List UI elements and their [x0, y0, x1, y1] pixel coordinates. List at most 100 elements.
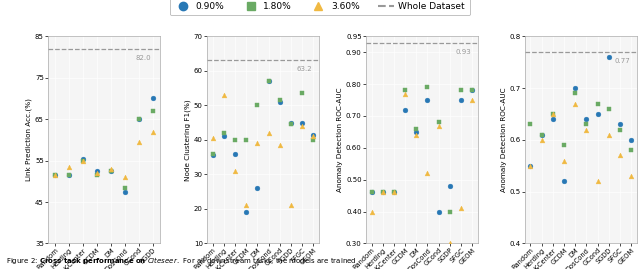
- Point: [120, 185, 130, 190]
- Point: [106, 167, 116, 171]
- Point: [148, 109, 158, 113]
- Point: [536, 133, 547, 137]
- Point: [50, 173, 60, 177]
- Point: [400, 88, 410, 93]
- Point: [456, 98, 466, 102]
- Point: [241, 203, 252, 208]
- Point: [275, 143, 285, 147]
- Point: [604, 107, 614, 111]
- Point: [378, 190, 388, 194]
- Point: [593, 101, 603, 106]
- Point: [106, 169, 116, 173]
- Point: [308, 138, 319, 142]
- Point: [134, 140, 144, 144]
- Point: [422, 85, 433, 90]
- Point: [467, 88, 477, 93]
- Point: [388, 190, 399, 194]
- Point: [297, 121, 307, 125]
- Point: [252, 141, 262, 146]
- Point: [411, 133, 421, 137]
- Point: [378, 190, 388, 194]
- Point: [593, 179, 603, 183]
- Point: [252, 103, 262, 108]
- Text: 0.93: 0.93: [456, 49, 471, 55]
- Point: [525, 164, 536, 168]
- Point: [50, 173, 60, 177]
- Point: [78, 158, 88, 163]
- Point: [120, 175, 130, 179]
- Point: [286, 121, 296, 125]
- Point: [106, 169, 116, 173]
- Point: [366, 190, 376, 194]
- Point: [400, 91, 410, 96]
- Point: [92, 171, 102, 175]
- Point: [241, 210, 252, 215]
- Point: [536, 138, 547, 142]
- Point: [207, 151, 218, 156]
- Point: [92, 169, 102, 173]
- Point: [388, 190, 399, 194]
- Point: [559, 179, 569, 183]
- Point: [230, 138, 240, 142]
- Y-axis label: Anomaly Detection ROC-AUC: Anomaly Detection ROC-AUC: [337, 88, 343, 192]
- Point: [581, 127, 591, 132]
- Point: [219, 93, 229, 97]
- Point: [456, 206, 466, 211]
- Point: [559, 158, 569, 163]
- Point: [615, 122, 625, 126]
- Point: [64, 173, 74, 177]
- Point: [445, 210, 455, 214]
- Point: [570, 91, 580, 95]
- Point: [264, 131, 274, 135]
- Point: [433, 210, 444, 214]
- Point: [548, 117, 558, 121]
- Point: [467, 98, 477, 102]
- Point: [467, 88, 477, 93]
- Point: [626, 148, 636, 152]
- Point: [433, 123, 444, 128]
- Point: [604, 133, 614, 137]
- Point: [570, 86, 580, 90]
- Point: [433, 120, 444, 125]
- Point: [388, 190, 399, 194]
- Point: [148, 129, 158, 134]
- Point: [50, 173, 60, 177]
- Point: [264, 79, 274, 83]
- Point: [297, 91, 307, 95]
- Point: [207, 136, 218, 140]
- Point: [120, 190, 130, 194]
- Y-axis label: Anomaly Detection ROC-AUC: Anomaly Detection ROC-AUC: [500, 88, 507, 192]
- Point: [297, 124, 307, 128]
- Point: [548, 112, 558, 116]
- Point: [252, 186, 262, 190]
- Point: [615, 127, 625, 132]
- Point: [559, 143, 569, 147]
- Point: [456, 88, 466, 93]
- Point: [92, 173, 102, 177]
- Point: [400, 107, 410, 112]
- Point: [548, 112, 558, 116]
- Point: [581, 117, 591, 121]
- Point: [525, 164, 536, 168]
- Point: [366, 210, 376, 214]
- Point: [626, 138, 636, 142]
- Point: [308, 133, 319, 137]
- Point: [219, 131, 229, 135]
- Point: [411, 127, 421, 131]
- Point: [219, 134, 229, 139]
- Point: [593, 112, 603, 116]
- Point: [422, 98, 433, 102]
- Point: [241, 138, 252, 142]
- Point: [525, 122, 536, 126]
- Point: [207, 153, 218, 158]
- Text: 82.0: 82.0: [136, 55, 152, 61]
- Point: [615, 153, 625, 158]
- Point: [286, 203, 296, 208]
- Point: [626, 174, 636, 178]
- Text: 63.2: 63.2: [296, 66, 312, 72]
- Point: [275, 100, 285, 104]
- Point: [286, 122, 296, 126]
- Point: [64, 165, 74, 169]
- Point: [230, 151, 240, 156]
- Text: Figure 2: $\bf{Cross}$ $\bf{task}$ $\bf{performance}$ $\bf{on}$ $\bf{\it{Citesee: Figure 2: $\bf{Cross}$ $\bf{task}$ $\bf{…: [6, 255, 357, 266]
